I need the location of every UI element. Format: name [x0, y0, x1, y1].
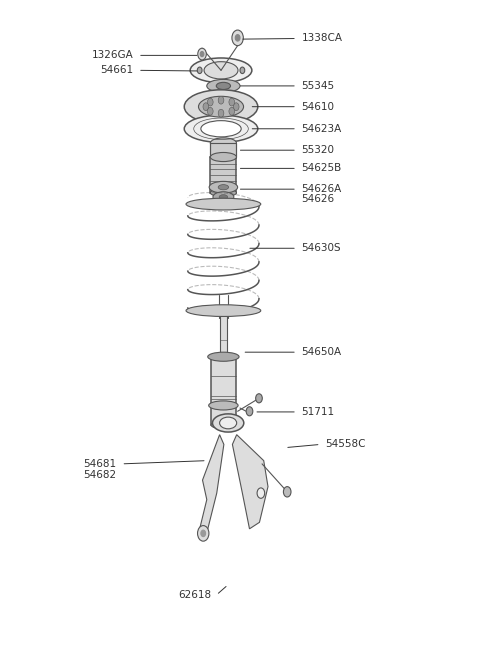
Circle shape	[240, 67, 245, 73]
Ellipse shape	[213, 414, 244, 432]
Text: 54661: 54661	[100, 66, 133, 75]
Text: 1326GA: 1326GA	[92, 50, 133, 60]
Text: 54623A: 54623A	[301, 124, 342, 134]
Circle shape	[203, 103, 209, 111]
Ellipse shape	[210, 138, 237, 148]
Ellipse shape	[216, 83, 230, 90]
Text: 55345: 55345	[301, 81, 335, 91]
Text: 54650A: 54650A	[301, 347, 342, 357]
Text: 54630S: 54630S	[301, 243, 341, 253]
Circle shape	[200, 52, 204, 57]
Ellipse shape	[219, 195, 228, 199]
Ellipse shape	[209, 181, 238, 193]
Circle shape	[201, 530, 205, 536]
Ellipse shape	[219, 417, 237, 429]
Circle shape	[229, 98, 235, 106]
Circle shape	[207, 107, 213, 115]
Circle shape	[246, 407, 253, 416]
Ellipse shape	[211, 421, 236, 429]
Circle shape	[229, 107, 235, 115]
Ellipse shape	[207, 79, 240, 92]
Text: 54681: 54681	[84, 459, 117, 469]
Circle shape	[235, 35, 240, 41]
Bar	[210, 157, 237, 193]
Ellipse shape	[218, 185, 228, 190]
Circle shape	[232, 30, 243, 46]
Ellipse shape	[210, 153, 237, 162]
Circle shape	[233, 103, 239, 111]
Bar	[210, 143, 237, 157]
Ellipse shape	[186, 305, 261, 316]
Ellipse shape	[199, 96, 243, 117]
Ellipse shape	[201, 121, 241, 137]
Circle shape	[207, 98, 213, 106]
Text: 54682: 54682	[84, 470, 117, 480]
Text: 54625B: 54625B	[301, 163, 342, 174]
Circle shape	[283, 487, 291, 497]
Text: 54626: 54626	[301, 194, 335, 204]
Text: 54558C: 54558C	[325, 440, 366, 449]
Text: 55320: 55320	[301, 145, 335, 155]
Polygon shape	[232, 435, 268, 529]
Ellipse shape	[190, 58, 252, 83]
Ellipse shape	[210, 153, 237, 161]
Ellipse shape	[209, 401, 238, 410]
Ellipse shape	[184, 115, 258, 142]
Ellipse shape	[186, 198, 261, 210]
Circle shape	[257, 488, 264, 498]
Bar	[211, 357, 236, 425]
Ellipse shape	[210, 189, 237, 196]
Circle shape	[256, 394, 262, 403]
Text: 54626A: 54626A	[301, 184, 342, 194]
Circle shape	[218, 109, 224, 117]
Ellipse shape	[208, 352, 239, 362]
Circle shape	[198, 48, 206, 60]
Circle shape	[201, 531, 205, 536]
Polygon shape	[200, 435, 224, 538]
Text: 54610: 54610	[301, 102, 335, 112]
Bar	[220, 311, 227, 357]
Circle shape	[197, 67, 202, 73]
Circle shape	[199, 527, 208, 540]
Ellipse shape	[184, 90, 258, 124]
Text: 51711: 51711	[301, 407, 335, 417]
Text: 1338CA: 1338CA	[301, 33, 343, 43]
Ellipse shape	[213, 192, 234, 202]
Ellipse shape	[204, 62, 238, 79]
Text: 62618: 62618	[179, 590, 212, 600]
Circle shape	[218, 96, 224, 104]
Circle shape	[198, 525, 209, 541]
